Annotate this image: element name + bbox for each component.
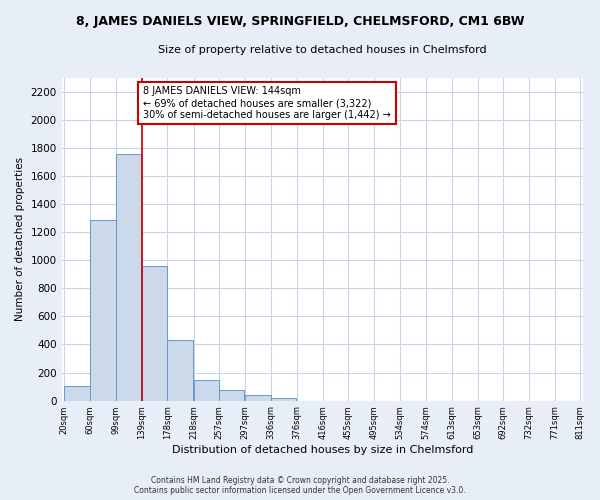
Title: Size of property relative to detached houses in Chelmsford: Size of property relative to detached ho… [158, 45, 487, 55]
Bar [142, 266, 167, 400]
Bar [91, 220, 116, 400]
Bar [219, 390, 244, 400]
Text: Contains HM Land Registry data © Crown copyright and database right 2025.
Contai: Contains HM Land Registry data © Crown c… [134, 476, 466, 495]
Y-axis label: Number of detached properties: Number of detached properties [15, 157, 25, 322]
Text: 8, JAMES DANIELS VIEW, SPRINGFIELD, CHELMSFORD, CM1 6BW: 8, JAMES DANIELS VIEW, SPRINGFIELD, CHEL… [76, 15, 524, 28]
Bar [116, 154, 141, 400]
X-axis label: Distribution of detached houses by size in Chelmsford: Distribution of detached houses by size … [172, 445, 473, 455]
Bar [64, 386, 89, 400]
Bar [271, 398, 296, 400]
Bar [167, 340, 193, 400]
Bar [245, 395, 271, 400]
Text: 8 JAMES DANIELS VIEW: 144sqm
← 69% of detached houses are smaller (3,322)
30% of: 8 JAMES DANIELS VIEW: 144sqm ← 69% of de… [143, 86, 391, 120]
Bar [194, 380, 219, 400]
